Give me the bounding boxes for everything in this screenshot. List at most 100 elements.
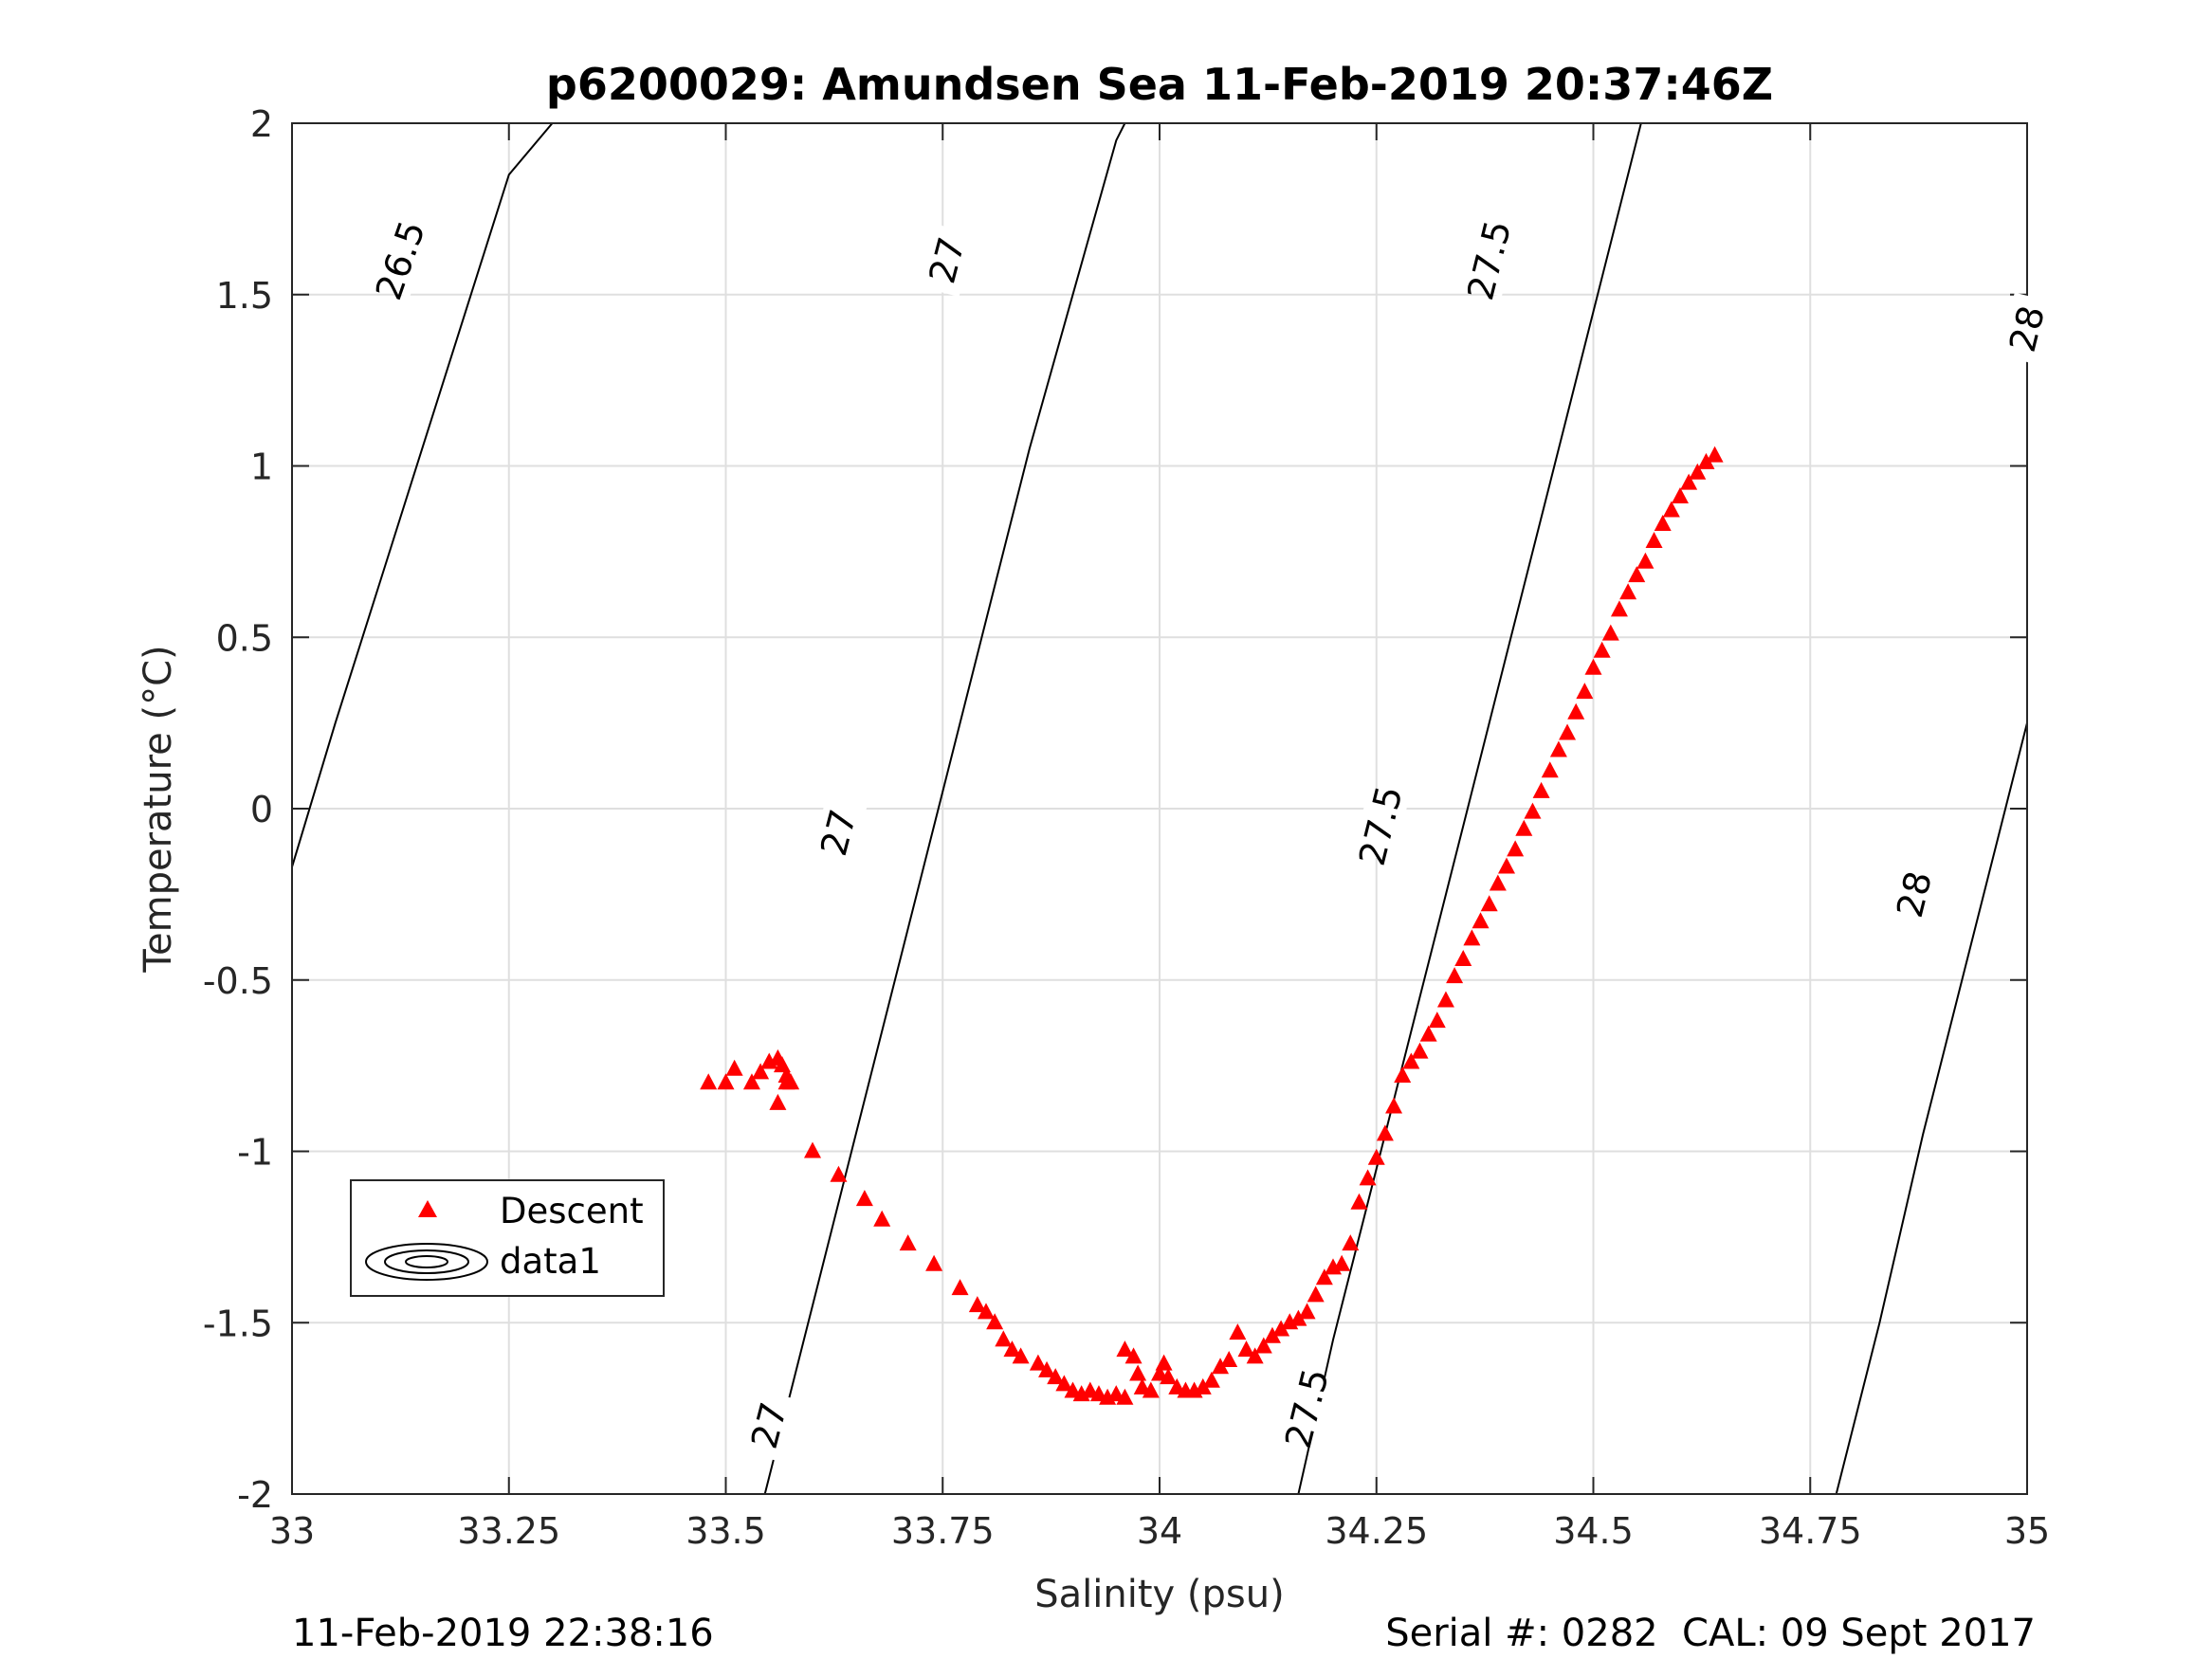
descent-point: [1662, 501, 1680, 518]
descent-point: [1446, 967, 1464, 984]
descent-point: [1541, 761, 1559, 778]
x-tick-label: 34.25: [1325, 1510, 1428, 1552]
x-tick-label: 33.75: [891, 1510, 995, 1552]
descent-point: [925, 1254, 943, 1271]
descent-point: [1307, 1285, 1325, 1303]
descent-point: [1263, 1326, 1281, 1343]
descent-point: [804, 1141, 821, 1158]
y-tick-label: 2: [250, 103, 273, 145]
descent-point: [1697, 452, 1715, 469]
chart-title: p6200029: Amundsen Sea 11-Feb-2019 20:37…: [546, 59, 1773, 110]
contour-label-bg: [1886, 858, 1943, 931]
descent-point: [978, 1303, 995, 1320]
descent-point: [1619, 583, 1637, 600]
axis-ticks: 33 33.25 33.5 33.75 34 34.25 34.5 34.75 35 -2 -1.5…: [203, 103, 2050, 1552]
descent-point: [1129, 1364, 1147, 1381]
x-tick-label: 33: [269, 1510, 315, 1552]
descent-point: [1436, 991, 1454, 1008]
descent-point: [1559, 723, 1577, 740]
y-tick-label: -1.5: [203, 1303, 273, 1344]
contour-label-bg: [1278, 1372, 1336, 1445]
descent-point: [1419, 1025, 1437, 1042]
descent-point: [1498, 857, 1515, 874]
descent-point: [1472, 912, 1490, 929]
legend-data1-label: data1: [500, 1241, 601, 1282]
descent-point: [1454, 950, 1472, 967]
contour-label-bg: [370, 223, 431, 298]
legend: Descent data1: [350, 1179, 665, 1297]
contour-label-bg: [918, 224, 976, 298]
descent-series: [700, 446, 1724, 1405]
descent-point: [830, 1165, 848, 1182]
descent-point: [1116, 1340, 1134, 1358]
y-tick-label: 0: [250, 789, 273, 830]
descent-point: [1507, 840, 1525, 857]
descent-point: [1610, 600, 1628, 617]
x-tick-label: 34.75: [1759, 1510, 1862, 1552]
descent-point: [1367, 1148, 1385, 1165]
descent-point: [1402, 1052, 1420, 1069]
descent-point: [1333, 1254, 1351, 1271]
descent-point: [1593, 641, 1611, 658]
legend-descent-label: Descent: [500, 1191, 644, 1231]
descent-point: [951, 1279, 969, 1296]
descent-point: [1706, 446, 1724, 463]
descent-point: [1601, 624, 1619, 641]
descent-point: [1654, 514, 1672, 531]
descent-point: [1411, 1042, 1429, 1059]
descent-point: [700, 1073, 718, 1090]
y-tick-label: 1: [250, 447, 273, 488]
descent-point: [1038, 1360, 1056, 1377]
descent-point: [1515, 819, 1533, 836]
descent-point: [1680, 473, 1698, 490]
descent-point: [1254, 1337, 1272, 1354]
descent-point: [986, 1313, 1004, 1330]
x-tick-label: 34.5: [1553, 1510, 1634, 1552]
x-tick-label: 35: [2004, 1510, 2050, 1552]
x-axis-label: Salinity (psu): [1034, 1573, 1284, 1616]
contour-label-bg: [1461, 224, 1518, 297]
descent-point: [1212, 1358, 1230, 1375]
descent-point: [1549, 740, 1567, 757]
descent-point: [1202, 1371, 1220, 1388]
footer-serial-cal: Serial #: 0282 CAL: 09 Sept 2017: [1385, 1612, 2036, 1655]
descent-point: [1636, 552, 1654, 569]
contour-line-26.5: [292, 123, 554, 867]
descent-point: [1029, 1354, 1047, 1371]
descent-point: [1359, 1169, 1377, 1186]
descent-point: [1480, 895, 1498, 912]
descent-point: [1342, 1234, 1360, 1251]
descent-point: [752, 1063, 770, 1080]
descent-point: [1298, 1303, 1316, 1320]
descent-point: [742, 1073, 760, 1090]
contour-label-bg: [810, 795, 868, 869]
descent-point: [1645, 532, 1663, 549]
descent-point: [1567, 702, 1585, 720]
y-tick-label: -0.5: [203, 960, 273, 1002]
descent-point: [769, 1093, 787, 1110]
descent-point: [1315, 1268, 1333, 1285]
contour-label-bg: [1999, 292, 2056, 366]
x-tick-label: 33.5: [686, 1510, 766, 1552]
descent-point: [899, 1234, 917, 1251]
descent-point: [1155, 1354, 1173, 1371]
descent-point: [1116, 1388, 1134, 1405]
descent-point: [1124, 1347, 1143, 1364]
descent-point: [968, 1296, 986, 1313]
descent-point: [995, 1330, 1013, 1347]
x-tick-label: 34: [1137, 1510, 1182, 1552]
descent-point: [1376, 1124, 1394, 1141]
legend-box: [350, 1179, 665, 1297]
contour-label-bg: [1352, 789, 1409, 863]
descent-point: [1160, 1368, 1178, 1385]
contour-label-bg: [740, 1389, 798, 1463]
descent-point: [1047, 1368, 1065, 1385]
y-axis-label: Temperature (°C): [137, 645, 180, 973]
descent-point: [1672, 487, 1689, 504]
contour-line-27: [763, 123, 1126, 1494]
descent-point: [1350, 1193, 1368, 1210]
descent-point: [1012, 1347, 1030, 1364]
y-tick-label: -1: [237, 1132, 273, 1174]
descent-point: [1289, 1309, 1307, 1326]
